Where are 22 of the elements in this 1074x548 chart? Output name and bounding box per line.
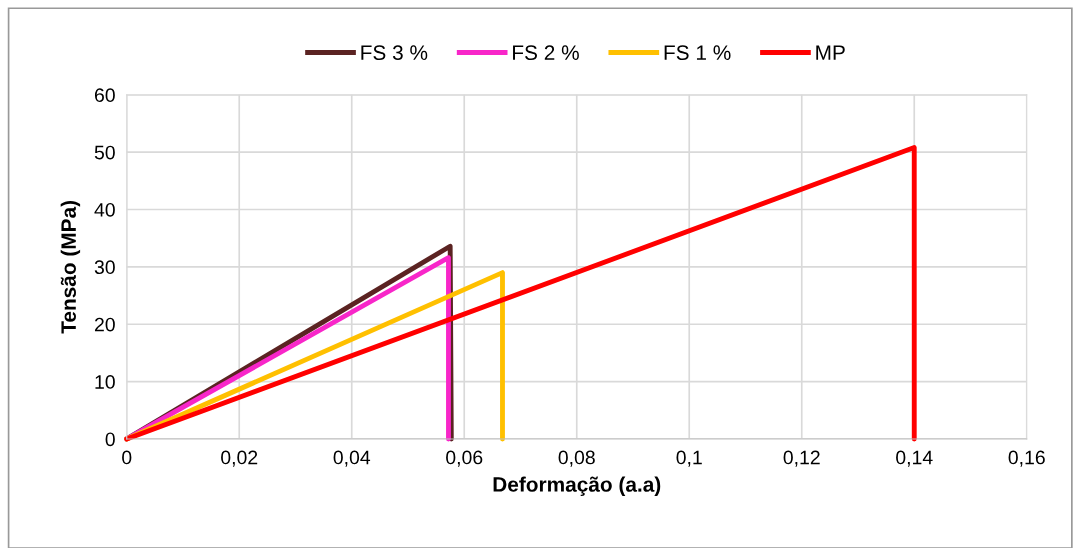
- x-tick-label: 0,08: [558, 450, 595, 467]
- x-tick-label: 0,06: [446, 450, 483, 467]
- x-tick-label: 0,16: [1008, 450, 1045, 467]
- y-tick-label: 10: [95, 375, 115, 389]
- legend-label: FS 2 %: [513, 45, 579, 61]
- x-tick-label: 0,04: [333, 450, 371, 467]
- x-tick-label: 0: [122, 450, 132, 465]
- y-tick-label: 60: [94, 88, 115, 103]
- x-tick-label: 0,14: [896, 450, 933, 467]
- y-tick-label: 20: [94, 317, 115, 332]
- y-tick-label: 0: [105, 432, 115, 447]
- legend-label: FS 3 %: [361, 45, 428, 61]
- x-axis-title: Deformação (a.a): [493, 476, 661, 496]
- y-axis-title: Tensão (MPa): [60, 200, 81, 334]
- y-tick-label: 40: [94, 202, 115, 217]
- x-tick-label: 0,02: [221, 450, 258, 467]
- legend-label: FS 1 %: [664, 45, 731, 61]
- legend-label: MP: [816, 45, 845, 60]
- x-tick-label: 0,12: [783, 450, 820, 467]
- x-tick-label: 0,1: [676, 450, 702, 467]
- y-tick-label: 30: [94, 260, 115, 275]
- y-tick-label: 50: [94, 145, 115, 160]
